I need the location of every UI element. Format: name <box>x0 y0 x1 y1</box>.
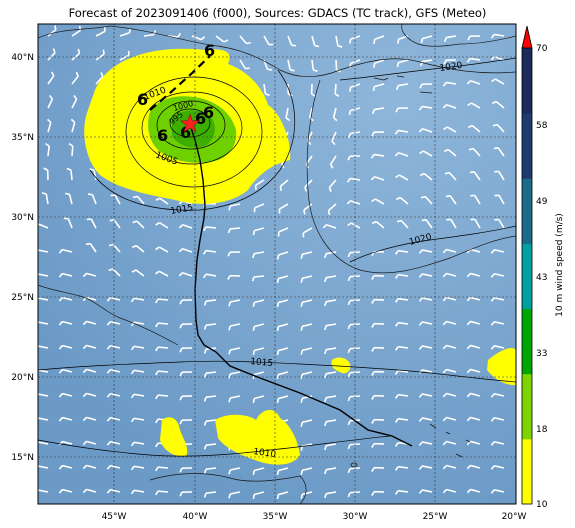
colorbar-band <box>522 243 532 310</box>
lat-label: 35°N <box>11 133 34 143</box>
colorbar-tick: 49 <box>536 197 548 207</box>
island-small <box>350 462 358 468</box>
coastline-northeast <box>401 24 516 47</box>
colorbar-band <box>522 308 532 375</box>
coastline-east <box>306 79 516 274</box>
lon-label: 25°W <box>423 512 448 522</box>
isobar-1020-east <box>349 225 516 263</box>
island-cape-verde-4 <box>455 453 463 458</box>
colorbar-band <box>522 373 532 440</box>
lat-label: 15°N <box>11 453 34 463</box>
coastline-south <box>149 473 307 504</box>
lon-label: 45°W <box>102 512 127 522</box>
island-cape-verde-1 <box>429 423 437 429</box>
isobar-1010-south <box>38 435 391 457</box>
lon-label: 40°W <box>183 512 208 522</box>
colorbar-band <box>522 113 532 179</box>
tc-symbol-icon: 6 <box>203 103 214 122</box>
colorbar-tick: 58 <box>536 121 548 131</box>
lon-label: 20°W <box>502 512 527 522</box>
tc-symbol-icon: 6 <box>157 126 168 145</box>
tc-symbol-icon: 6 <box>195 109 206 128</box>
tc-track-observed <box>189 124 413 447</box>
isobar-label: 1020 <box>439 61 463 74</box>
colorbar-band <box>522 178 532 244</box>
lat-label: 20°N <box>11 373 34 383</box>
island-cape-verde-2 <box>445 431 451 435</box>
wind-zone-yellow-east <box>487 348 516 386</box>
lat-label: 40°N <box>11 53 34 63</box>
tc-symbol-icon: 6 <box>204 41 215 60</box>
colorbar-tick: 33 <box>536 349 547 359</box>
map-title: Forecast of 2023091406 (f000), Sources: … <box>68 6 487 20</box>
islands <box>350 75 471 468</box>
wind-zone-yellow-southwest <box>160 417 188 457</box>
isobar-label: 1015 <box>250 357 274 369</box>
colorbar-band <box>522 438 532 505</box>
colorbar-band <box>522 48 532 114</box>
map-frame <box>37 23 517 505</box>
coastline-west <box>38 284 179 346</box>
island-azores-2 <box>396 75 405 78</box>
colorbar-frame <box>521 47 533 505</box>
isobar-1015-north <box>89 69 296 211</box>
wind-zone-yellow-small <box>331 357 351 374</box>
coastline-north <box>38 25 516 78</box>
island-cape-verde-3 <box>465 439 471 443</box>
tc-track <box>149 55 413 447</box>
tc-track-forecast <box>149 55 211 111</box>
lon-label: 35°W <box>263 512 288 522</box>
isobar-1020-north <box>339 57 516 81</box>
isobar-1015-south <box>38 360 516 383</box>
lat-label: 25°N <box>11 293 34 303</box>
isobar-label: 1015 <box>170 203 194 217</box>
isobar-1010 <box>125 76 263 188</box>
tc-symbols: 6 6 6 6 6 6 <box>137 41 215 145</box>
island-azores-3 <box>419 91 433 94</box>
coastlines <box>38 24 516 504</box>
lon-label: 30°W <box>343 512 368 522</box>
colorbar-tick: 18 <box>536 425 548 435</box>
wind-zone-yellow-south <box>215 409 300 465</box>
colorbar-tick: 70 <box>536 44 548 54</box>
lat-label: 30°N <box>11 213 34 223</box>
tc-symbol-icon: 6 <box>180 123 191 142</box>
colorbar-extend-arrow <box>521 25 533 49</box>
isobar-1000 <box>156 100 226 150</box>
colorbar-tick: 10 <box>536 500 548 510</box>
colorbar-tick: 43 <box>536 273 547 283</box>
tc-symbol-icon: 6 <box>137 90 148 109</box>
colorbar-bands <box>522 48 532 505</box>
colorbar-label: 10 m wind speed (m/s) <box>555 213 565 317</box>
island-azores-1 <box>373 77 389 81</box>
gridlines <box>38 24 516 504</box>
isobar-1005 <box>141 91 243 165</box>
current-position-star-icon <box>179 113 201 133</box>
